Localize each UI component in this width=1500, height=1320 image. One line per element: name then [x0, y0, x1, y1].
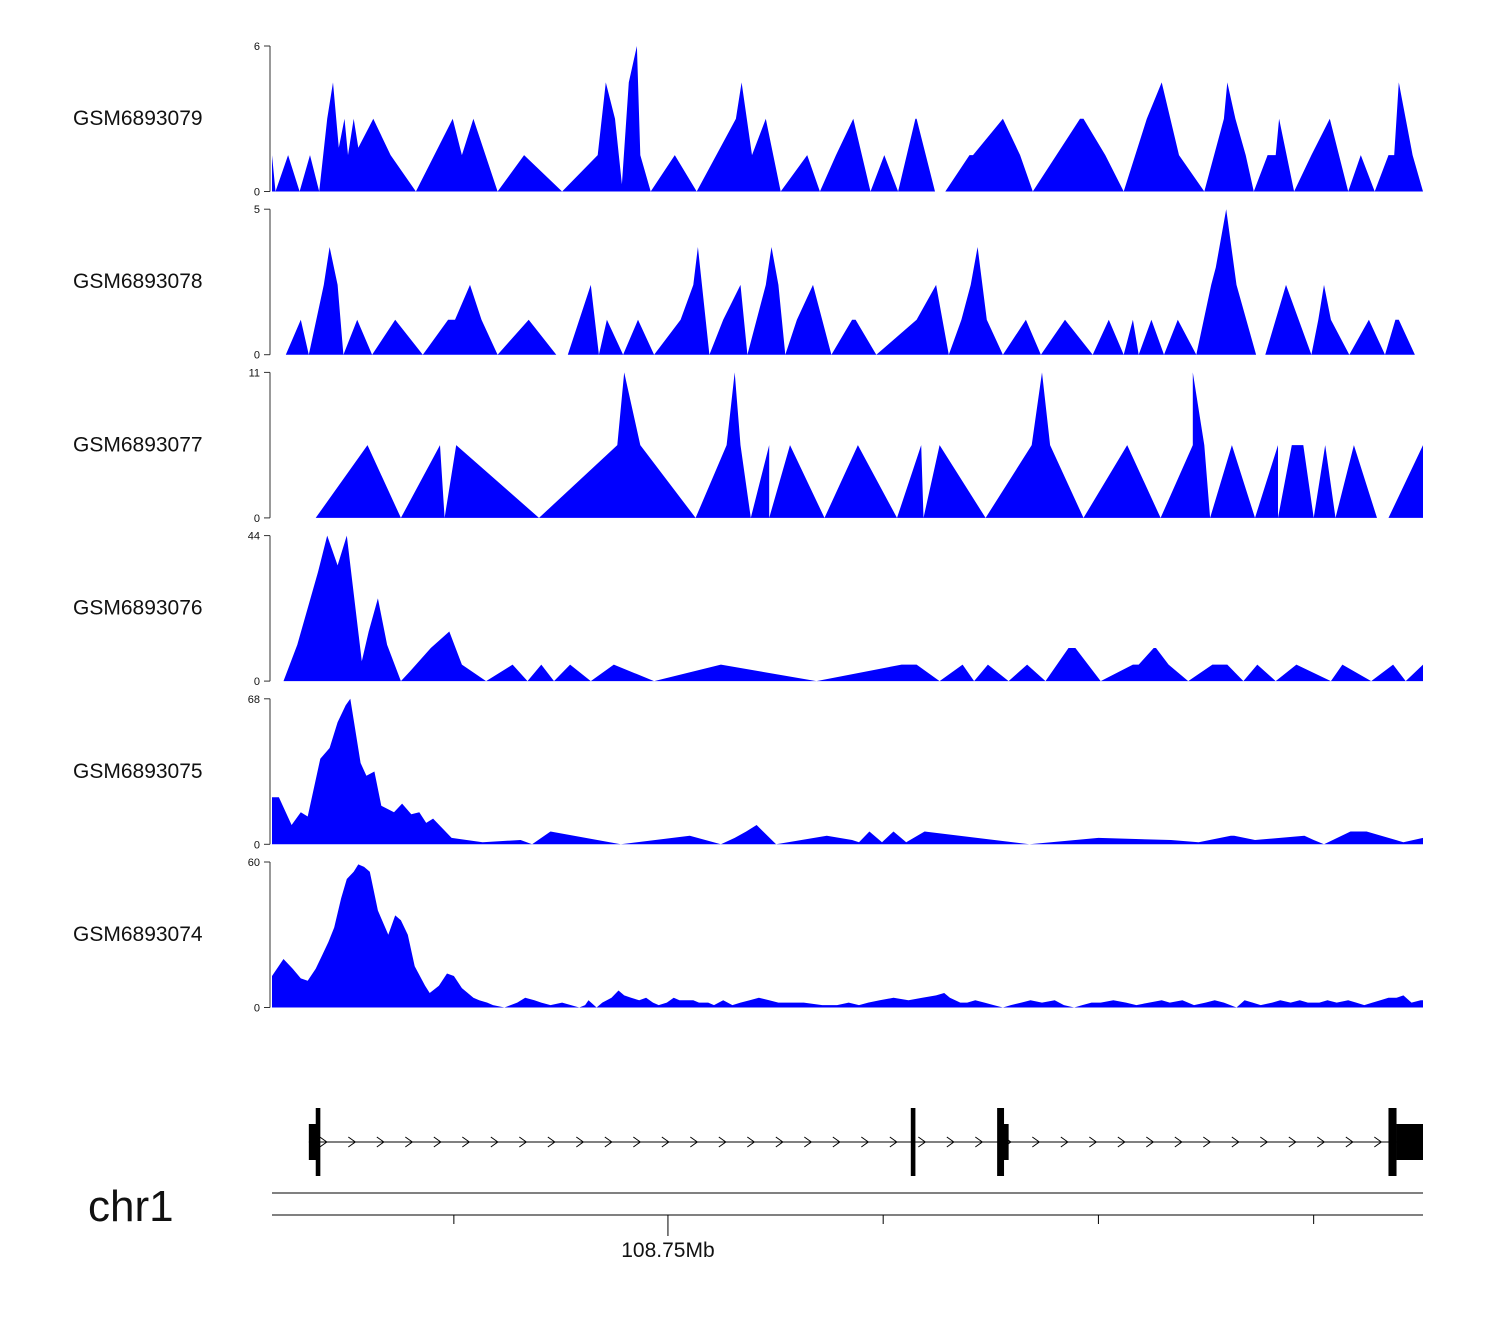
- track-name-label: GSM6893078: [73, 270, 203, 293]
- track-name-label: GSM6893075: [73, 760, 203, 783]
- track-GSM6893074: 60 0 GSM6893074: [73, 857, 1423, 1015]
- strand-chevron: [918, 1136, 927, 1148]
- exon-utr: [1396, 1124, 1423, 1160]
- strand-chevron: [661, 1136, 670, 1148]
- strand-chevron: [547, 1136, 556, 1148]
- y-max-label: 6: [254, 41, 260, 53]
- y-min-label: 0: [254, 676, 260, 688]
- exon-utr: [308, 1124, 317, 1160]
- strand-chevron: [433, 1136, 442, 1148]
- strand-chevron: [519, 1136, 528, 1148]
- strand-chevron: [405, 1136, 414, 1148]
- y-max-label: 68: [248, 694, 260, 706]
- exon-utr: [1002, 1124, 1009, 1160]
- exon-cds: [910, 1108, 916, 1176]
- coverage-area: [272, 698, 1423, 845]
- coverage-tracks: 60GSM689307950GSM6893078110GSM6893077440…: [73, 41, 1424, 1015]
- exon-cds: [315, 1108, 321, 1176]
- y-max-label: 5: [254, 204, 260, 216]
- strand-chevron: [889, 1136, 898, 1148]
- strand-chevron: [690, 1136, 699, 1148]
- axis-position-label: 108.75Mb: [621, 1239, 714, 1262]
- strand-chevron: [1203, 1136, 1212, 1148]
- y-min-label: 0: [254, 350, 260, 362]
- y-max-label: 44: [248, 531, 260, 543]
- strand-chevron: [1317, 1136, 1326, 1148]
- strand-chevron: [348, 1136, 357, 1148]
- strand-chevron: [1089, 1136, 1098, 1148]
- track-name-label: GSM6893074: [73, 923, 203, 946]
- chromosome-label: chr1: [88, 1182, 174, 1231]
- strand-chevron: [1174, 1136, 1183, 1148]
- strand-chevron: [718, 1136, 727, 1148]
- coverage-area: [285, 209, 1423, 355]
- track-GSM6893078: 5 0 GSM6893078: [73, 204, 1423, 362]
- y-min-label: 0: [254, 513, 260, 525]
- strand-chevron: [1032, 1136, 1041, 1148]
- y-max-label: 11: [249, 367, 260, 379]
- strand-chevron: [1231, 1136, 1240, 1148]
- strand-chevron: [1345, 1136, 1354, 1148]
- track-GSM6893079: 6 0 GSM6893079: [73, 41, 1423, 199]
- genome-axis-track: 108.75Mb chr1: [88, 1182, 1423, 1262]
- track-name-label: GSM6893077: [73, 433, 203, 456]
- strand-chevron: [1146, 1136, 1155, 1148]
- strand-chevron: [576, 1136, 585, 1148]
- track-name-label: GSM6893079: [73, 107, 203, 130]
- strand-chevron: [861, 1136, 870, 1148]
- strand-chevron: [604, 1136, 613, 1148]
- strand-chevron: [804, 1136, 813, 1148]
- track-name-label: GSM6893076: [73, 597, 203, 620]
- coverage-area: [272, 46, 1423, 192]
- coverage-area: [272, 864, 1423, 1008]
- strand-chevron: [376, 1136, 385, 1148]
- y-min-label: 0: [254, 187, 260, 199]
- strand-chevron: [1374, 1136, 1383, 1148]
- y-min-label: 0: [254, 1003, 260, 1015]
- gene-model-track: [308, 1108, 1423, 1176]
- y-min-label: 0: [254, 839, 260, 851]
- strand-chevron: [462, 1136, 471, 1148]
- strand-chevron: [1288, 1136, 1297, 1148]
- strand-chevron: [775, 1136, 784, 1148]
- strand-chevron: [633, 1136, 642, 1148]
- exon-cds: [1388, 1108, 1397, 1176]
- strand-chevron: [832, 1136, 841, 1148]
- strand-chevron: [1060, 1136, 1069, 1148]
- strand-chevron: [747, 1136, 756, 1148]
- exon-cds: [997, 1108, 1005, 1176]
- strand-chevron: [975, 1136, 984, 1148]
- strand-chevron: [946, 1136, 955, 1148]
- coverage-area: [283, 535, 1423, 682]
- track-GSM6893076: 44 0 GSM6893076: [73, 531, 1423, 688]
- y-max-label: 60: [248, 857, 260, 869]
- track-GSM6893075: 68 0 GSM6893075: [73, 694, 1423, 851]
- strand-chevron: [1117, 1136, 1126, 1148]
- strand-chevron: [319, 1136, 328, 1148]
- strand-chevron: [1260, 1136, 1269, 1148]
- track-GSM6893077: 11 0 GSM6893077: [73, 367, 1424, 525]
- strand-chevron: [490, 1136, 499, 1148]
- coverage-area: [315, 372, 1424, 518]
